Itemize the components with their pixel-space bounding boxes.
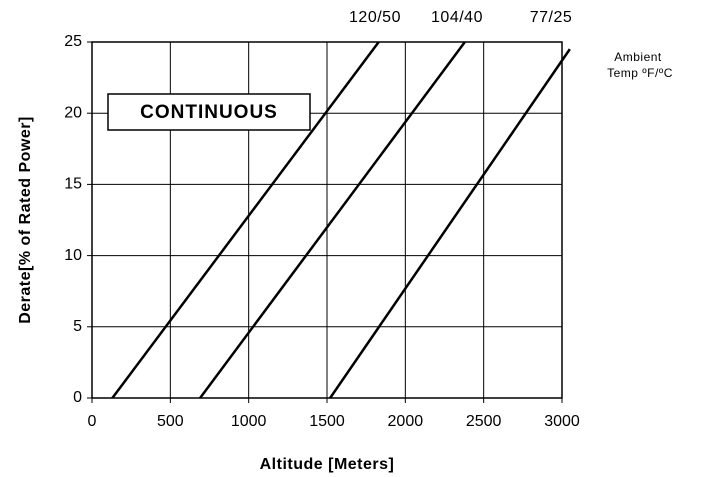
label-box — [107, 93, 311, 131]
annotation: CONTINUOUS — [140, 102, 278, 123]
x-tick-label: 1500 — [309, 413, 345, 430]
line — [329, 48, 571, 399]
y-tick-label: 0 — [73, 389, 82, 406]
y-tick-label: 5 — [73, 318, 82, 335]
x-axis-label: Altitude [Meters] — [260, 456, 395, 473]
legend-label: 77/25 — [530, 9, 573, 26]
y-axis-label: Derate[% of Rated Power] — [17, 116, 34, 324]
x-tick-label: 2500 — [466, 413, 502, 430]
x-tick-label: 3000 — [544, 413, 580, 430]
y-tick-label: 10 — [64, 247, 82, 264]
y-tick-label: 15 — [64, 176, 82, 193]
x-tick-label: 0 — [88, 413, 97, 430]
x-tick-label: 2000 — [388, 413, 424, 430]
line — [199, 41, 466, 399]
plot-border — [91, 41, 563, 399]
line — [111, 41, 380, 399]
annotation: Ambient — [614, 50, 662, 64]
x-tick-label: 1000 — [231, 413, 267, 430]
y-tick-label: 20 — [64, 104, 82, 121]
legend-label: 120/50 — [349, 9, 401, 26]
legend-label: 104/40 — [431, 9, 483, 26]
annotation: Temp ºF/ºC — [607, 66, 673, 80]
x-tick-label: 500 — [157, 413, 184, 430]
y-tick-label: 25 — [64, 33, 82, 50]
